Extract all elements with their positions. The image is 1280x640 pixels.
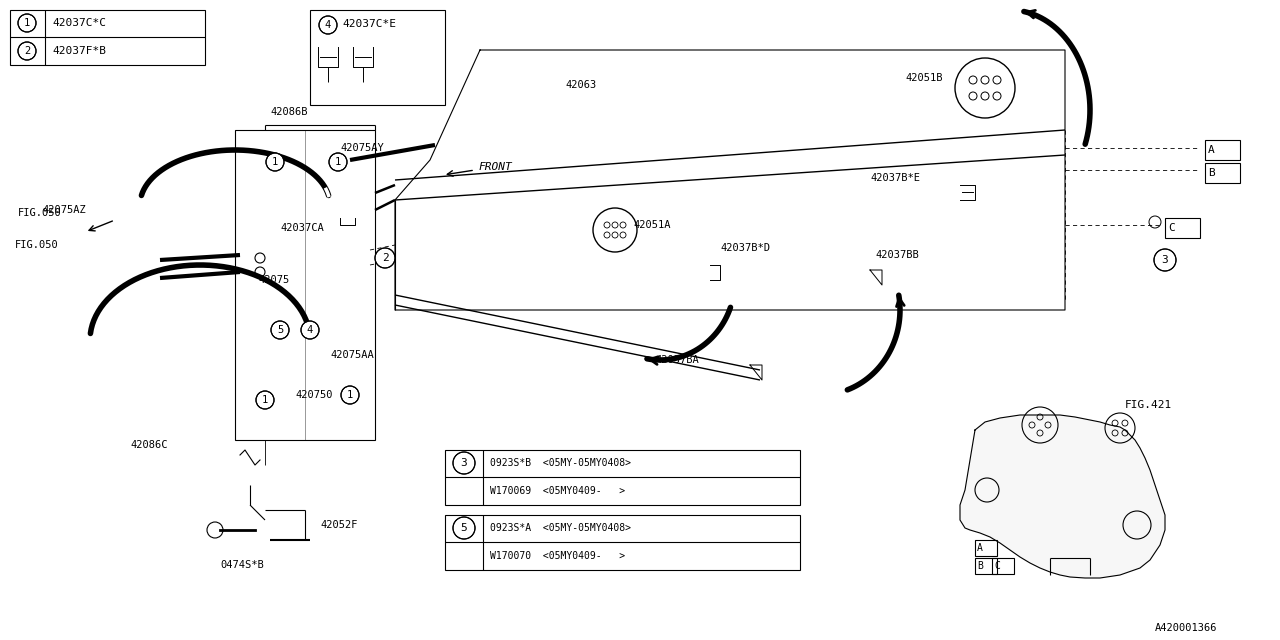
Text: C: C xyxy=(1169,223,1175,233)
Text: 42037CA: 42037CA xyxy=(280,223,324,233)
Bar xyxy=(1204,163,1240,183)
Text: 42037B*D: 42037B*D xyxy=(721,243,771,253)
Circle shape xyxy=(271,321,289,339)
Text: A420001366: A420001366 xyxy=(1155,623,1217,633)
Text: 3: 3 xyxy=(461,458,467,468)
Bar xyxy=(445,450,800,505)
Text: 420750: 420750 xyxy=(294,390,333,400)
Circle shape xyxy=(329,153,347,171)
Text: 42037C*C: 42037C*C xyxy=(52,18,106,28)
Text: 5: 5 xyxy=(276,325,283,335)
Bar xyxy=(236,130,375,440)
Text: 42052F: 42052F xyxy=(320,520,357,530)
Bar xyxy=(10,10,205,65)
Text: FIG.050: FIG.050 xyxy=(18,208,61,218)
Circle shape xyxy=(256,391,274,409)
Text: 1: 1 xyxy=(24,18,31,28)
Text: B: B xyxy=(1208,168,1215,178)
Text: 42075AA: 42075AA xyxy=(330,350,374,360)
Text: FIG.421: FIG.421 xyxy=(1125,400,1172,410)
Text: W170069  <05MY0409-   >: W170069 <05MY0409- > xyxy=(490,486,625,496)
Bar xyxy=(975,540,997,556)
Polygon shape xyxy=(960,415,1165,578)
Text: 4: 4 xyxy=(325,20,332,30)
Text: 0923S*B  <05MY-05MY0408>: 0923S*B <05MY-05MY0408> xyxy=(490,458,631,468)
Text: 42086B: 42086B xyxy=(270,107,307,117)
Text: 1: 1 xyxy=(335,157,342,167)
Text: 1: 1 xyxy=(262,395,268,405)
Circle shape xyxy=(453,517,475,539)
Text: B: B xyxy=(977,561,983,571)
Text: 42037B*E: 42037B*E xyxy=(870,173,920,183)
Circle shape xyxy=(18,14,36,32)
Bar xyxy=(310,10,445,105)
Circle shape xyxy=(375,248,396,268)
Text: 1: 1 xyxy=(347,390,353,400)
Text: 42075: 42075 xyxy=(259,275,289,285)
Circle shape xyxy=(1155,249,1176,271)
Circle shape xyxy=(319,16,337,34)
Text: FRONT: FRONT xyxy=(477,162,512,172)
Bar xyxy=(975,558,997,574)
Text: 0474S*B: 0474S*B xyxy=(220,560,264,570)
Text: 42075AY: 42075AY xyxy=(340,143,384,153)
Circle shape xyxy=(301,321,319,339)
Text: 0923S*A  <05MY-05MY0408>: 0923S*A <05MY-05MY0408> xyxy=(490,523,631,533)
Circle shape xyxy=(453,452,475,474)
Text: 4: 4 xyxy=(307,325,314,335)
Text: 2: 2 xyxy=(381,253,388,263)
Circle shape xyxy=(340,386,358,404)
Bar xyxy=(445,515,800,570)
Text: FIG.050: FIG.050 xyxy=(15,240,59,250)
Text: 42063: 42063 xyxy=(564,80,596,90)
Text: 42086C: 42086C xyxy=(131,440,168,450)
Text: 42037F*B: 42037F*B xyxy=(52,46,106,56)
Text: W170070  <05MY0409-   >: W170070 <05MY0409- > xyxy=(490,551,625,561)
Circle shape xyxy=(266,153,284,171)
Text: A: A xyxy=(1208,145,1215,155)
Bar xyxy=(992,558,1014,574)
Bar xyxy=(1165,218,1201,238)
Circle shape xyxy=(18,42,36,60)
Text: C: C xyxy=(995,561,1000,571)
Text: A: A xyxy=(977,543,983,553)
Text: 3: 3 xyxy=(1162,255,1169,265)
Text: 1: 1 xyxy=(271,157,278,167)
Text: 42037BA: 42037BA xyxy=(655,355,699,365)
Text: 42037C*E: 42037C*E xyxy=(342,19,396,29)
Text: 42037BB: 42037BB xyxy=(876,250,919,260)
Text: 42075AZ: 42075AZ xyxy=(42,205,86,215)
Text: 42051B: 42051B xyxy=(905,73,942,83)
Text: 42051A: 42051A xyxy=(634,220,671,230)
Bar xyxy=(1204,140,1240,160)
Text: 2: 2 xyxy=(24,46,31,56)
Text: 5: 5 xyxy=(461,523,467,533)
